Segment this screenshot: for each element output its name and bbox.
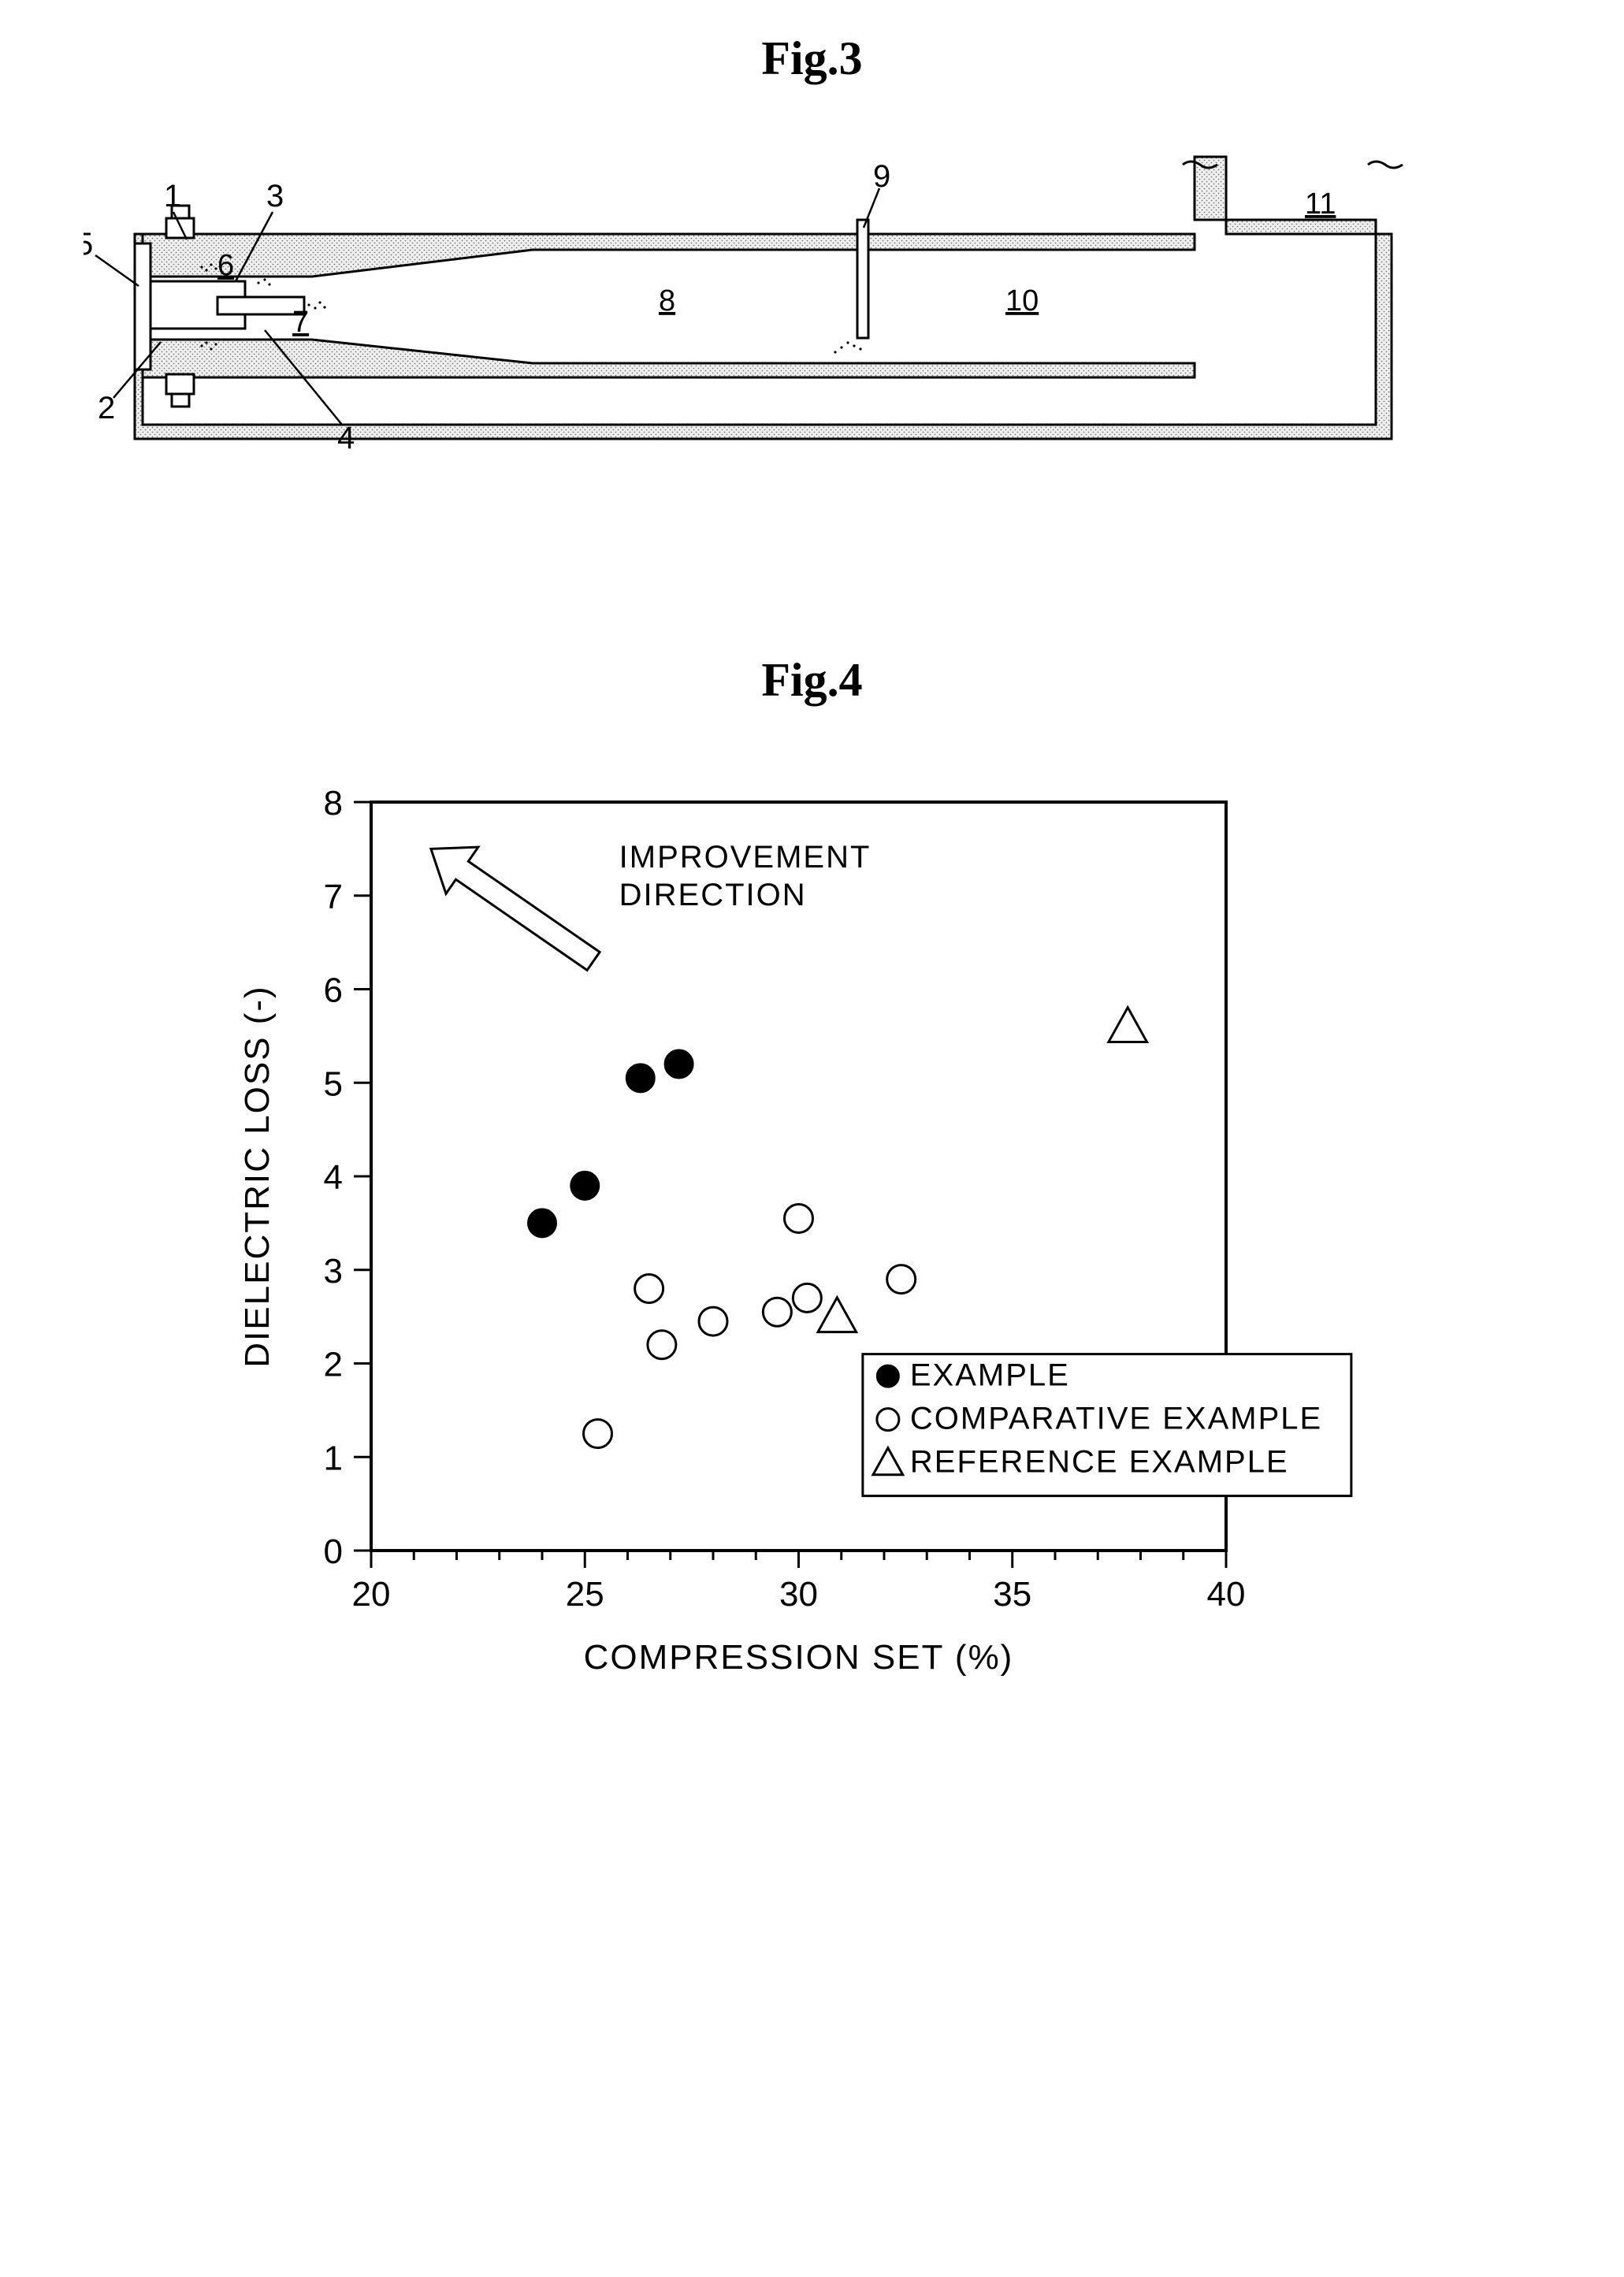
x-axis-label: COMPRESSION SET (%) (583, 1638, 1013, 1677)
callout-1: 1 (164, 179, 181, 214)
data-point (784, 1204, 812, 1232)
fig3-diagram: 1 3 5 2 4 9 6 7 8 10 11 (84, 133, 1541, 511)
y-tick-label: 0 (323, 1532, 342, 1571)
tube-bottom-wall (143, 340, 1195, 377)
data-point (793, 1283, 821, 1312)
y-axis-label: DIELECTRIC LOSS (-) (238, 985, 277, 1367)
region-6: 6 (217, 249, 234, 282)
y-tick-label: 7 (323, 878, 342, 916)
container-wall (135, 157, 1392, 439)
data-point (626, 1064, 654, 1092)
legend-marker (876, 1365, 898, 1387)
legend-marker (876, 1409, 898, 1431)
region-7: 7 (292, 306, 309, 339)
y-tick-label: 3 (323, 1252, 342, 1291)
data-point (818, 1298, 857, 1332)
y-tick-label: 4 (323, 1158, 342, 1197)
legend-label: REFERENCE EXAMPLE (909, 1445, 1288, 1480)
region-11: 11 (1305, 188, 1336, 221)
x-tick-label: 40 (1206, 1575, 1245, 1614)
region-10: 10 (1005, 284, 1039, 318)
data-point (699, 1307, 727, 1335)
callout-4: 4 (337, 421, 355, 455)
y-tick-label: 5 (323, 1064, 342, 1103)
improvement-label: DIRECTION (619, 878, 806, 912)
y-tick-label: 2 (323, 1346, 342, 1384)
legend-label: COMPARATIVE EXAMPLE (909, 1402, 1321, 1436)
y-tick-label: 8 (323, 784, 342, 823)
x-tick-label: 25 (565, 1575, 604, 1614)
data-point (634, 1275, 663, 1303)
data-point (528, 1209, 556, 1237)
callout-2: 2 (98, 391, 115, 425)
data-point (570, 1172, 599, 1200)
data-point (664, 1050, 693, 1079)
y-tick-label: 1 (323, 1439, 342, 1477)
break-mark (1368, 162, 1403, 168)
shower-tube (857, 220, 868, 338)
fig4-chart: 20 25 30 35 40 0 1 2 3 4 5 6 7 8 COMPRESSION SET (%) DI… (143, 755, 1482, 1748)
improvement-arrow (430, 847, 599, 970)
tube-top-wall (143, 234, 1195, 277)
x-tick-label: 30 (779, 1575, 818, 1614)
improvement-label: IMPROVEMENT (619, 840, 871, 875)
fig3-title: Fig.3 (32, 32, 1592, 86)
callout-5: 5 (84, 227, 93, 262)
callout-3: 3 (266, 179, 284, 214)
data-point (583, 1420, 611, 1448)
figure-3: Fig.3 (32, 32, 1592, 511)
fig4-title: Fig.4 (32, 653, 1592, 708)
figure-4: Fig.4 20 25 30 35 40 0 1 2 3 4 5 6 7 8 COMPRESSION SET… (32, 653, 1592, 1748)
data-point (886, 1265, 915, 1294)
x-tick-label: 35 (993, 1575, 1031, 1614)
data-point (647, 1331, 675, 1359)
data-point (763, 1298, 791, 1326)
legend-label: EXAMPLE (909, 1358, 1069, 1393)
data-point (1108, 1008, 1146, 1042)
y-tick-label: 6 (323, 971, 342, 1010)
x-tick-label: 20 (351, 1575, 390, 1614)
shower-spray (834, 341, 861, 353)
callout-9: 9 (873, 159, 890, 194)
region-8: 8 (659, 284, 675, 318)
